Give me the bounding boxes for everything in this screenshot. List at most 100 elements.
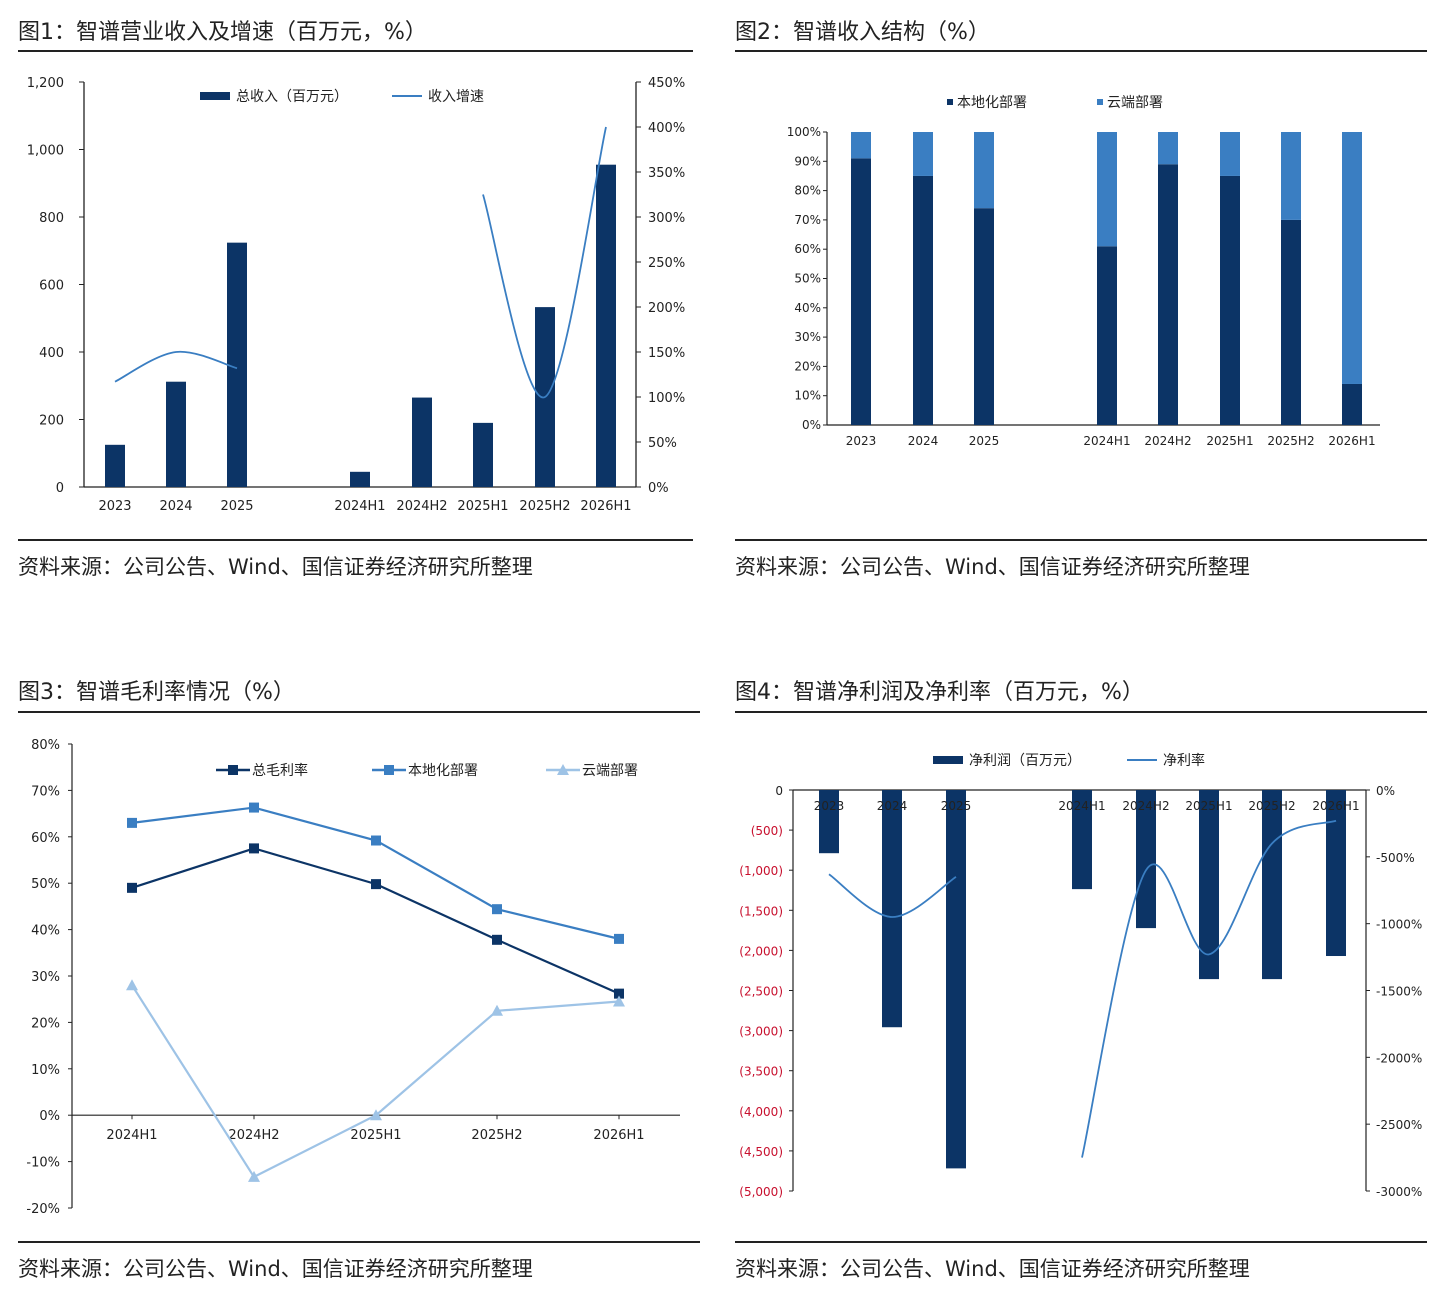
fig4-bar-2023 — [819, 790, 839, 854]
fig1-left-tick-label: 200 — [39, 414, 64, 429]
fig4-chart: 0 (500) (1,000) (1,500) (2,000) (2,500) (3,000… — [739, 752, 1422, 1199]
fig1-x-tick-label: 2023 — [98, 499, 131, 514]
fig4-x-tick-label: 2025 — [941, 799, 972, 813]
fig3-point-0-0 — [127, 882, 137, 893]
fig2-x-tick-label: 2025 — [969, 434, 1000, 448]
fig2-y-tick-label: 50% — [794, 272, 821, 286]
fig2-bar-cloud-2024H1 — [1097, 132, 1117, 247]
fig2-bar-local-2024H2 — [1158, 164, 1178, 425]
fig2-bar-cloud-2025 — [974, 132, 994, 209]
fig1-left-tick-label: 600 — [39, 279, 64, 294]
fig4-margin-line-0 — [828, 873, 957, 918]
legend-label-fig4-1: 净利率 — [1163, 752, 1205, 769]
fig1-bar-2023 — [105, 444, 125, 487]
fig1-right-tick-label: 350% — [648, 166, 685, 181]
fig4-left-tick-label: 0 — [775, 784, 783, 798]
fig3-point-2-4 — [613, 995, 625, 1007]
fig4-right-tick-label: -2500% — [1376, 1118, 1422, 1132]
fig2-x-tick-label: 2025H1 — [1206, 434, 1253, 448]
fig2-top-rule — [735, 50, 1427, 52]
fig1-left-tick-label: 400 — [39, 346, 64, 361]
fig4-top-rule — [735, 711, 1427, 713]
fig2-title: 图2：智谱收入结构（%） — [735, 20, 990, 45]
fig4-right-tick-label: -1500% — [1376, 985, 1422, 999]
fig3-y-tick-label: 70% — [31, 784, 60, 799]
fig4-left-tick-label: (2,000) — [739, 944, 783, 958]
fig3-point-0-3 — [492, 934, 502, 945]
fig3-point-0-4 — [614, 988, 624, 999]
fig2-bar-cloud-2026H1 — [1342, 132, 1362, 384]
legend-label-fig2-0: 本地化部署 — [957, 95, 1027, 111]
fig1-right-tick-label: 100% — [648, 391, 685, 406]
fig3-point-1-2 — [371, 835, 381, 846]
legend-swatch-fig1-0 — [200, 92, 230, 100]
fig4-x-tick-label: 2024H2 — [1122, 799, 1169, 813]
fig4-right-tick-label: -2000% — [1376, 1051, 1422, 1065]
fig1-right-tick-label: 250% — [648, 256, 685, 271]
fig4-bar-2025H1 — [1199, 790, 1219, 980]
fig2-bar-local-2024H1 — [1097, 246, 1117, 425]
fig1-x-tick-label: 2024 — [159, 499, 192, 514]
fig3-point-2-2 — [370, 1109, 382, 1121]
fig2-bar-local-2023 — [851, 158, 871, 425]
fig3-line-2 — [131, 984, 620, 1179]
fig2-y-tick-label: 80% — [794, 184, 821, 198]
fig2-panel: 图2：智谱收入结构（%） 100% 90% 80% 70% 60% 50% 40% 30% 20… — [735, 14, 1427, 594]
legend-swatch-fig2-0 — [947, 99, 953, 105]
fig3-y-tick-label: 60% — [31, 831, 60, 846]
legend-marker-fig3-1 — [384, 765, 394, 775]
fig4-bar-2024H2 — [1136, 790, 1156, 929]
fig1-bar-2024 — [166, 381, 186, 487]
fig3-y-tick-label: 20% — [31, 1016, 60, 1031]
legend-swatch-fig2-1 — [1097, 99, 1103, 105]
fig1-x-tick-label: 2024H2 — [396, 499, 447, 514]
legend-label-fig3-2: 云端部署 — [582, 763, 638, 779]
fig1-panel: 图1：智谱营业收入及增速（百万元，%） 1,200 1,000 800 600 400 2… — [18, 14, 693, 594]
fig1-right-tick-label: 400% — [648, 121, 685, 136]
fig3-point-2-0 — [126, 979, 138, 991]
fig2-y-tick-label: 70% — [794, 213, 821, 227]
fig2-bar-cloud-2024 — [913, 132, 933, 176]
fig4-panel: 图4：智谱净利润及净利率（百万元，%） 0 (500) (1,000) (1,500)… — [735, 674, 1427, 1284]
legend-marker-fig3-0 — [228, 765, 238, 775]
legend-label-fig4-0: 净利润（百万元） — [969, 753, 1081, 769]
fig2-bar-cloud-2025H2 — [1281, 132, 1301, 220]
fig2-bar-cloud-2024H2 — [1158, 132, 1178, 165]
fig1-source: 资料来源：公司公告、Wind、国信证券经济研究所整理 — [18, 555, 533, 579]
fig4-right-tick-label: 0% — [1376, 784, 1395, 798]
fig1-title: 图1：智谱营业收入及增速（百万元，%） — [18, 20, 427, 45]
fig3-line-1 — [131, 806, 620, 940]
fig4-x-tick-label: 2024H1 — [1058, 799, 1105, 813]
fig3-source: 资料来源：公司公告、Wind、国信证券经济研究所整理 — [18, 1257, 533, 1281]
fig1-chart: 1,200 1,000 800 600 400 200 0 450% 400% 350% 300% 2… — [27, 76, 685, 514]
fig1-bar-2025H1 — [473, 422, 493, 487]
fig4-x-tick-label: 2025H2 — [1248, 799, 1295, 813]
fig4-left-tick-label: (4,000) — [739, 1105, 783, 1119]
fig3-top-rule — [18, 711, 700, 713]
fig1-x-tick-label: 2025H1 — [457, 499, 508, 514]
fig2-bar-local-2025H1 — [1220, 175, 1240, 425]
fig3-title: 图3：智谱毛利率情况（%） — [18, 680, 295, 705]
fig3-point-0-1 — [249, 843, 259, 854]
fig3-panel: 图3：智谱毛利率情况（%） 80% 70% 60% 50% 40% 30% 20% 10% 0%… — [18, 674, 700, 1284]
fig3-point-2-1 — [248, 1170, 260, 1182]
fig1-right-tick-label: 200% — [648, 301, 685, 316]
fig3-point-2-3 — [491, 1004, 503, 1016]
fig3-point-1-0 — [127, 817, 137, 828]
fig1-x-tick-label: 2024H1 — [334, 499, 385, 514]
fig2-y-tick-label: 10% — [794, 389, 821, 403]
fig4-source: 资料来源：公司公告、Wind、国信证券经济研究所整理 — [735, 1257, 1250, 1281]
fig1-bar-2025 — [227, 242, 247, 487]
fig2-x-tick-label: 2026H1 — [1328, 434, 1375, 448]
fig1-right-tick-label: 150% — [648, 346, 685, 361]
fig1-x-tick-label: 2025H2 — [519, 499, 570, 514]
fig1-left-tick-label: 1,000 — [27, 144, 64, 159]
fig3-point-1-3 — [492, 904, 502, 915]
fig3-y-tick-label: 80% — [31, 738, 60, 753]
fig3-x-tick-label: 2024H2 — [228, 1128, 279, 1143]
fig2-bar-local-2024 — [913, 175, 933, 425]
fig2-bar-cloud-2025H1 — [1220, 132, 1240, 176]
fig4-left-tick-label: (5,000) — [739, 1185, 783, 1199]
fig2-y-tick-label: 60% — [794, 242, 821, 256]
fig4-left-tick-label: (1,000) — [739, 864, 783, 878]
